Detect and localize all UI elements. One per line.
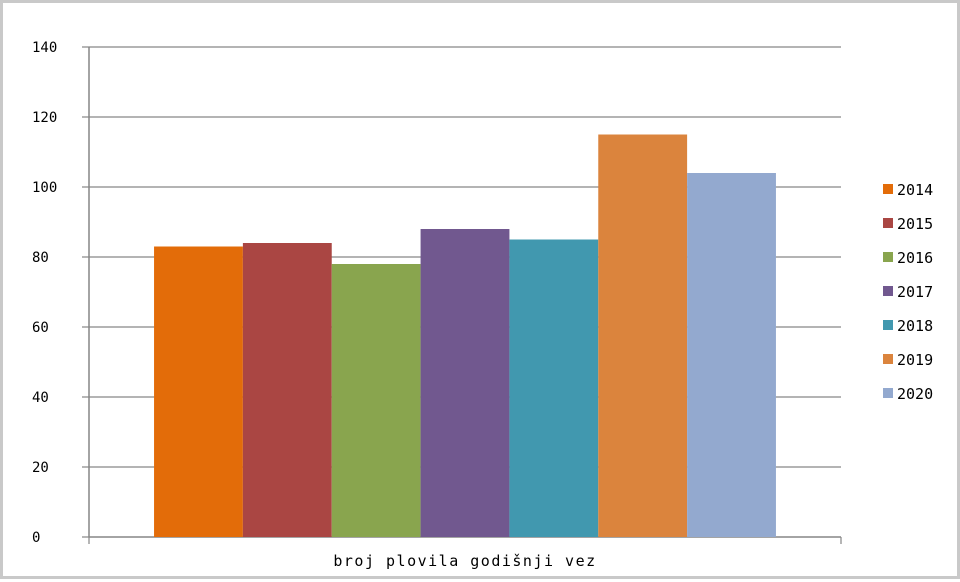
chart-svg: 0 20 40 60 80 100 120 140 broj plovila godišnji… (32, 40, 933, 570)
legend-label-2018: 2018 (897, 317, 933, 335)
legend-item-2019: 2019 (883, 351, 933, 369)
legend-swatch-2017 (883, 286, 893, 296)
legend-swatch-2014 (883, 184, 893, 194)
y-tick-label-120: 120 (32, 110, 57, 126)
legend-item-2017: 2017 (883, 283, 933, 301)
legend-label-2020: 2020 (897, 385, 933, 403)
legend-item-2015: 2015 (883, 215, 933, 233)
legend-swatch-2020 (883, 388, 893, 398)
bar-2019 (598, 134, 688, 537)
y-tick-label-60: 60 (32, 320, 49, 336)
bar-2017 (420, 229, 510, 537)
y-tick-label-0: 0 (32, 530, 40, 546)
bar-2015 (242, 243, 332, 537)
y-tick-label-140: 140 (32, 40, 57, 56)
legend-swatch-2015 (883, 218, 893, 228)
bar-2016 (331, 264, 421, 537)
y-tick-label-40: 40 (32, 390, 49, 406)
x-axis-categories: broj plovila godišnji vez (333, 552, 596, 570)
legend-swatch-2016 (883, 252, 893, 262)
bar-2014 (154, 246, 243, 537)
y-tick-label-80: 80 (32, 250, 49, 266)
legend-label-2015: 2015 (897, 215, 933, 233)
legend-label-2017: 2017 (897, 283, 933, 301)
y-tick-label-20: 20 (32, 460, 49, 476)
legend-label-2016: 2016 (897, 249, 933, 267)
bar-2018 (509, 239, 599, 537)
legend: 2014 2015 2016 2017 2018 2019 2020 (883, 181, 933, 403)
legend-swatch-2019 (883, 354, 893, 364)
legend-item-2014: 2014 (883, 181, 933, 199)
legend-swatch-2018 (883, 320, 893, 330)
bars (154, 134, 776, 537)
legend-item-2018: 2018 (883, 317, 933, 335)
bar-2020 (687, 173, 776, 537)
legend-label-2014: 2014 (897, 181, 933, 199)
x-category-label: broj plovila godišnji vez (333, 552, 596, 570)
y-tick-label-100: 100 (32, 180, 57, 196)
legend-item-2020: 2020 (883, 385, 933, 403)
legend-label-2019: 2019 (897, 351, 933, 369)
y-axis-ticks: 0 20 40 60 80 100 120 140 (32, 40, 89, 546)
legend-item-2016: 2016 (883, 249, 933, 267)
